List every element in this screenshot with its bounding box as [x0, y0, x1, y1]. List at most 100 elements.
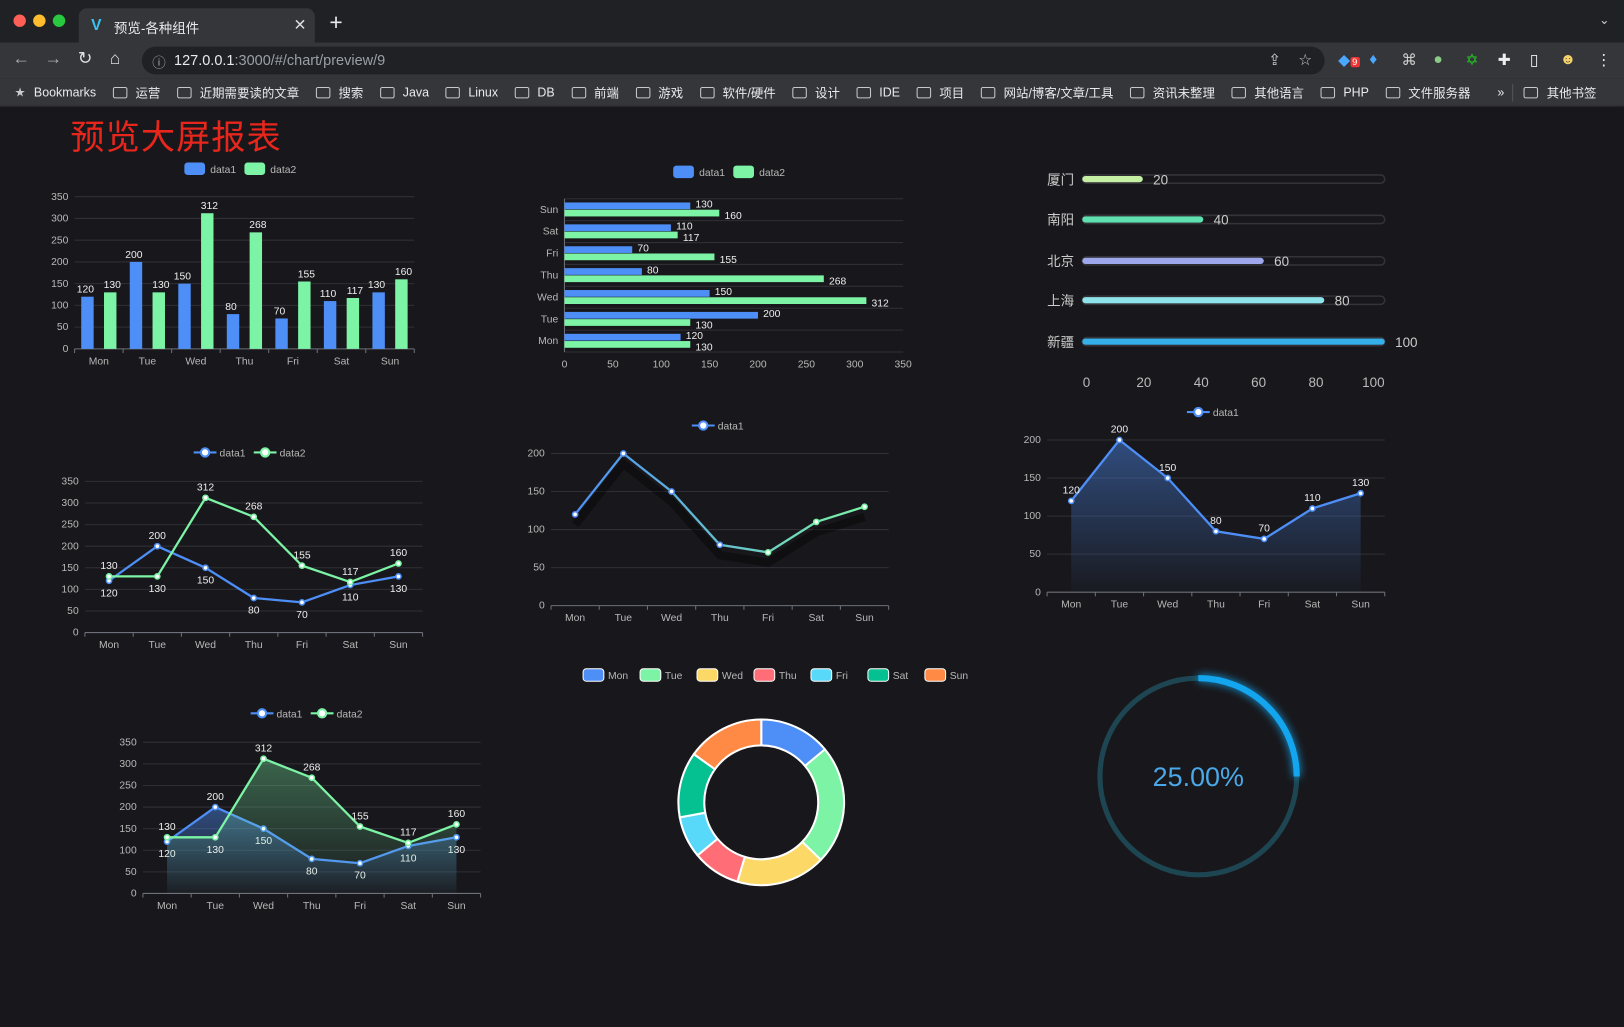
bar: [564, 319, 691, 326]
command-extension-icon[interactable]: ⌘: [1401, 51, 1417, 70]
extensions-puzzle-icon[interactable]: ✚: [1497, 51, 1511, 70]
bookmark-folder[interactable]: Linux: [445, 85, 498, 99]
new-tab-button[interactable]: +: [329, 9, 343, 36]
bar: [275, 318, 288, 349]
url-text: 127.0.0.1:3000/#/chart/preview/9: [174, 52, 385, 69]
data-label: 155: [351, 811, 369, 822]
legend-swatch: [924, 668, 947, 682]
x-tick-label: 300: [846, 360, 864, 371]
close-tab-icon[interactable]: ✕: [293, 16, 307, 35]
bookmark-folder[interactable]: 前端: [571, 83, 619, 101]
side-panel-icon[interactable]: ▯: [1529, 51, 1539, 70]
bookmark-folder[interactable]: PHP: [1320, 85, 1369, 99]
home-icon[interactable]: ⌂: [109, 48, 121, 69]
share-icon[interactable]: ⇪: [1268, 51, 1282, 70]
extension-badge: 9: [1350, 56, 1360, 68]
bookmark-folder[interactable]: Java: [379, 85, 429, 99]
more-bookmarks-button[interactable]: »: [1497, 84, 1505, 100]
address-bar[interactable]: ⓘ 127.0.0.1:3000/#/chart/preview/9 ⇪ ☆: [141, 46, 1325, 75]
x-tick-label: Fri: [354, 901, 366, 912]
x-tick-label: Mon: [1061, 600, 1081, 611]
x-tick-label: Sat: [809, 613, 825, 624]
bookmark-star-icon[interactable]: ☆: [1298, 51, 1313, 70]
tab-search-chevron-icon[interactable]: ⌄: [1599, 12, 1610, 27]
url-host: 127.0.0.1: [173, 51, 235, 69]
star-extension-icon[interactable]: ✡: [1465, 51, 1479, 70]
x-tick-label: Tue: [149, 640, 167, 651]
line-chart-gradient: data1 0 50 100 150 200 Mon Tue Wed Thu Fri Sat Sun: [528, 420, 890, 624]
browser-toolbar: ← → ↻ ⌂ ⓘ 127.0.0.1:3000/#/chart/preview…: [0, 42, 1624, 79]
x-tick-label: 40: [1194, 375, 1209, 390]
bookmark-label: DB: [537, 84, 555, 100]
minimize-window-button[interactable]: [33, 14, 46, 27]
bookmark-label: 设计: [815, 85, 840, 100]
other-bookmarks-folder[interactable]: 其他书签: [1512, 83, 1596, 101]
site-info-icon[interactable]: ⓘ: [152, 54, 166, 71]
bookmark-folder[interactable]: 项目: [916, 83, 964, 101]
y-tick-label: 150: [528, 487, 546, 498]
legend-label: data1: [1213, 408, 1239, 419]
data-label: 110: [320, 289, 337, 300]
legend-item-data1: data1: [184, 162, 236, 176]
x-tick-label: Wed: [1157, 600, 1178, 611]
bookmark-folder[interactable]: 设计: [792, 83, 840, 101]
data-label: 200: [1111, 425, 1129, 436]
circle-extension-icon[interactable]: ●: [1433, 50, 1443, 69]
folder-icon: [792, 86, 807, 98]
data-point: [668, 488, 675, 495]
folder-icon: [315, 86, 331, 98]
bookmark-folder[interactable]: 软件/硬件: [699, 83, 776, 101]
x-tick-label: Fri: [762, 613, 774, 624]
maximize-window-button[interactable]: [52, 14, 66, 27]
y-tick-label: 50: [57, 322, 69, 333]
bookmark-folder[interactable]: 近期需要读的文章: [176, 83, 299, 101]
bookmark-folder[interactable]: 搜索: [315, 83, 363, 101]
legend-swatch: [733, 165, 754, 179]
x-tick-label: 350: [895, 360, 913, 371]
menu-kebab-icon[interactable]: ⋮: [1596, 51, 1612, 70]
bookmark-folder[interactable]: DB: [514, 84, 555, 100]
data-label: 160: [395, 267, 413, 278]
legend-marker: [259, 447, 271, 458]
legend-label: data1: [699, 168, 725, 179]
data-point: [298, 598, 306, 606]
bar: [564, 253, 715, 261]
back-icon[interactable]: ←: [12, 48, 31, 69]
reload-icon[interactable]: ↻: [77, 48, 93, 69]
bar: [372, 292, 385, 349]
close-window-button[interactable]: [13, 14, 26, 27]
bookmark-folder[interactable]: 其他语言: [1231, 83, 1304, 101]
bookmark-folder[interactable]: 文件服务器: [1385, 83, 1470, 101]
x-tick-label: Sat: [400, 901, 416, 912]
category-label: 北京: [1047, 254, 1074, 269]
folder-icon: [856, 86, 871, 98]
data-point: [298, 562, 306, 569]
bookmark-folder[interactable]: 运营: [112, 83, 160, 101]
legend-marker: [316, 708, 328, 719]
gem-extension-icon[interactable]: ♦: [1369, 50, 1378, 69]
profile-avatar[interactable]: ☻: [1559, 50, 1577, 69]
site-logo-icon: V: [91, 16, 102, 35]
bookmarks-button[interactable]: ★ Bookmarks: [14, 85, 96, 99]
bar: [564, 202, 691, 210]
forward-icon[interactable]: →: [44, 48, 63, 69]
y-tick-label: 250: [51, 235, 69, 246]
browser-tab[interactable]: V 预览-各种组件 ✕: [78, 8, 315, 43]
progress-fill: [1082, 257, 1264, 264]
bookmark-folder[interactable]: 游戏: [635, 83, 683, 101]
x-tick-label: Thu: [303, 901, 321, 912]
folder-icon: [635, 86, 650, 98]
data-point: [404, 839, 412, 847]
y-tick-label: Thu: [540, 270, 558, 281]
data-label: 117: [347, 286, 364, 297]
bookmark-folder[interactable]: IDE: [856, 85, 900, 99]
bookmark-folder[interactable]: 资讯未整理: [1129, 83, 1215, 101]
y-tick-label: 300: [61, 498, 79, 509]
x-tick-label: Sat: [342, 640, 358, 651]
legend-marker: [698, 420, 709, 431]
area-fill: [167, 758, 457, 894]
bookmark-folder[interactable]: 网站/博客/文章/工具: [980, 83, 1113, 101]
data-label: 200: [207, 792, 225, 803]
legend-label: Sun: [950, 671, 969, 682]
extension-icon[interactable]: ◆ 9: [1338, 51, 1360, 69]
